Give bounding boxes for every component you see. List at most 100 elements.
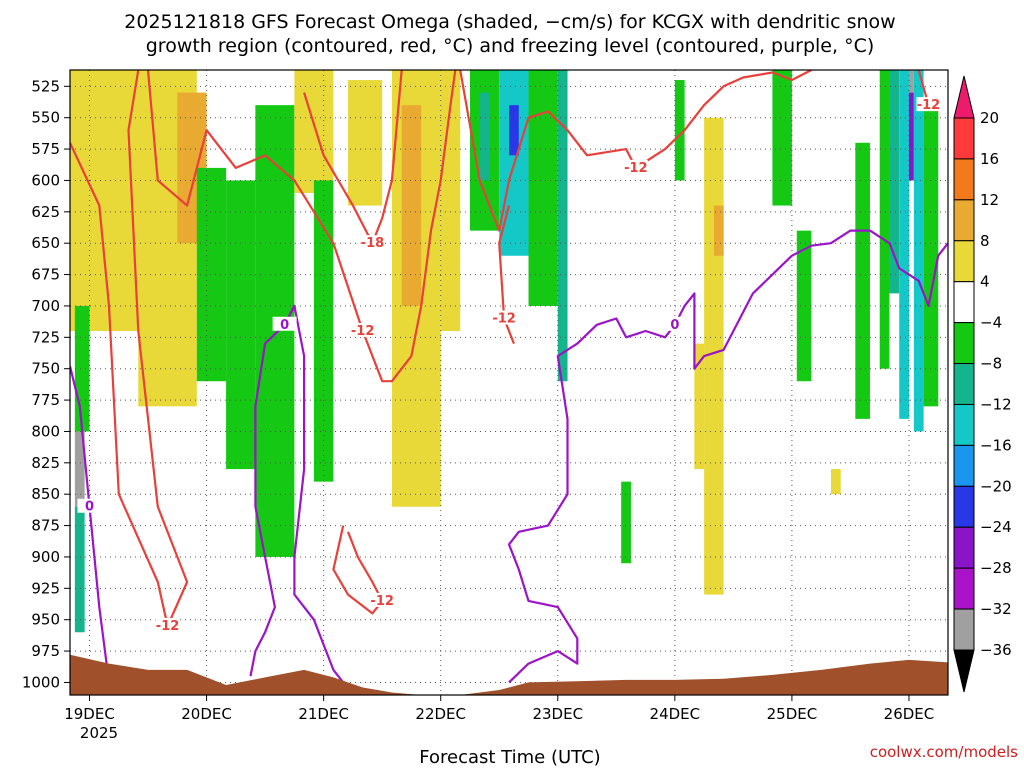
plot-frame: [69, 69, 949, 696]
omega-cell-36: [74, 506, 85, 633]
freezing-contour-label-1: 0: [280, 318, 289, 333]
omega-cell-5: [255, 105, 295, 557]
y-tick-label-650: 650: [31, 234, 60, 252]
colorbar: 20 16 12 8 4 −4 −8 −12 −16 −20 −24 −28 −32 −36: [953, 75, 1012, 693]
freezing-contour-label-bg-0: [77, 498, 102, 513]
colorbar-swatch-4: [953, 281, 975, 324]
dgz-contour-label-bg-3: [623, 159, 648, 174]
y-axis-ticks: 525 550 575 600 625 650 675 700 725 750 775 800 825 8…: [22, 77, 70, 691]
colorbar-swatch-10: [953, 526, 975, 569]
omega-cell-17: [557, 70, 568, 382]
freezing-contour-label-2: 0: [670, 318, 679, 333]
y-tick-label-575: 575: [31, 140, 60, 158]
colorbar-swatch-6: [953, 363, 975, 405]
colorbar-tick-5: −4: [980, 314, 1002, 332]
dgz-contour-label-6: -12: [917, 98, 941, 113]
colorbar-tick-6: −8: [980, 355, 1002, 373]
y-tick-label-625: 625: [31, 203, 60, 221]
dgz-contours: -12 -12 -18 -12 -12 -12 -12: [70, 70, 941, 634]
dgz-contour-line-3: [459, 70, 812, 232]
colorbar-swatch-12: [953, 608, 975, 651]
plot-area: -12 -12 -18 -12 -12 -12 -12 0 0 0: [70, 70, 948, 695]
omega-cell-34: [74, 305, 90, 432]
omega-cell-30: [908, 70, 914, 93]
grid-lines: [70, 70, 948, 695]
y-tick-label-525: 525: [31, 77, 60, 95]
x-tick-label-22DEC: 22DEC: [415, 705, 466, 723]
y-tick-label-950: 950: [31, 611, 60, 629]
credit-text: coolwx.com/models: [870, 743, 1018, 761]
x-tick-label-24DEC: 24DEC: [650, 705, 701, 723]
omega-cell-13: [479, 92, 490, 181]
omega-cell-6: [294, 70, 334, 193]
colorbar-tick-10: −24: [980, 518, 1012, 536]
y-tick-label-775: 775: [31, 391, 60, 409]
omega-cell-8: [348, 80, 383, 206]
dgz-contour-line-4: [498, 205, 515, 345]
dgz-contour-label-bg-2: [360, 235, 385, 250]
colorbar-swatch-9: [953, 485, 975, 528]
colorbar-swatch-1: [953, 158, 975, 201]
dgz-contour-label-bg-4: [492, 310, 517, 325]
x-tick-label-23DEC: 23DEC: [532, 705, 583, 723]
omega-cell-33: [923, 105, 939, 407]
y-tick-label-900: 900: [31, 548, 60, 566]
y-tick-label-700: 700: [31, 297, 60, 315]
colorbar-swatch-8: [953, 444, 975, 487]
dgz-contour-label-bg-6: [916, 97, 941, 112]
omega-cell-28: [889, 70, 900, 294]
colorbar-tick-4: 4: [980, 273, 990, 291]
freezing-level-contours: 0 0 0: [70, 229, 948, 684]
omega-cell-19: [674, 80, 685, 181]
x-axis-ticks: 19DEC 20DEC 21DEC 22DEC 23DEC 24DEC 25DEC 26DEC: [64, 695, 934, 723]
omega-cell-25: [830, 469, 841, 495]
x-year-label: 2025: [80, 724, 118, 742]
y-tick-label-850: 850: [31, 485, 60, 503]
omega-cell-20: [694, 343, 705, 470]
omega-cell-23: [772, 70, 792, 206]
y-tick-label-725: 725: [31, 328, 60, 346]
terrain-profile: [70, 654, 948, 695]
dgz-contour-line-5: [332, 525, 384, 615]
colorbar-tick-3: 8: [980, 232, 990, 250]
omega-cell-7: [313, 180, 334, 482]
y-tick-label-600: 600: [31, 171, 60, 189]
y-tick-label-550: 550: [31, 109, 60, 127]
terrain-fill: [70, 654, 948, 695]
y-tick-label-875: 875: [31, 517, 60, 535]
y-tick-label-675: 675: [31, 266, 60, 284]
omega-cell-32: [913, 70, 924, 432]
colorbar-tick-0: 20: [980, 109, 999, 127]
dgz-contour-label-1: -12: [351, 324, 375, 339]
x-tick-label-25DEC: 25DEC: [767, 705, 818, 723]
omega-cell-3: [196, 167, 227, 382]
omega-cell-31: [908, 92, 914, 181]
omega-cell-29: [899, 70, 909, 419]
y-tick-label-825: 825: [31, 454, 60, 472]
y-tick-label-1000: 1000: [22, 673, 60, 691]
colorbar-tick-11: −28: [980, 559, 1012, 577]
dgz-contour-label-2: -18: [361, 236, 385, 251]
omega-cell-18: [621, 481, 631, 564]
omega-cell-22: [713, 205, 724, 256]
colorbar-tick-1: 16: [980, 150, 999, 168]
dgz-contour-label-0: -12: [156, 619, 180, 634]
x-tick-label-19DEC: 19DEC: [64, 705, 115, 723]
colorbar-swatch-3: [953, 240, 975, 283]
omega-cell-35: [74, 431, 85, 507]
dgz-contour-label-4: -12: [492, 311, 516, 326]
omega-cell-27: [879, 70, 890, 369]
x-tick-label-20DEC: 20DEC: [181, 705, 232, 723]
omega-cell-4: [226, 180, 256, 470]
dgz-contour-label-3: -12: [624, 161, 648, 176]
chart-title-line2: growth region (contoured, red, °C) and f…: [146, 35, 875, 57]
colorbar-swatch-2: [953, 199, 975, 242]
y-tick-label-975: 975: [31, 642, 60, 660]
colorbar-swatch-7: [953, 403, 975, 446]
colorbar-tick-8: −16: [980, 436, 1012, 454]
freezing-contour-label-bg-2: [662, 316, 687, 331]
chart-title-line1: 2025121818 GFS Forecast Omega (shaded, −…: [124, 11, 895, 33]
omega-cell-24: [796, 230, 812, 382]
colorbar-bottom-arrow: [953, 649, 975, 693]
